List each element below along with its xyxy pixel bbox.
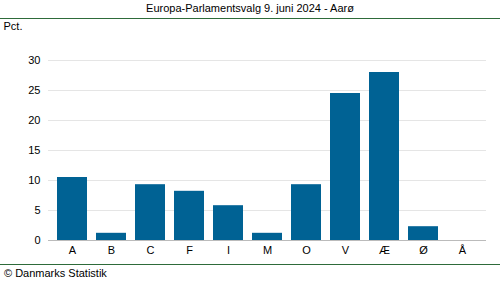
svg-text:10: 10 [28,174,40,186]
svg-text:20: 20 [28,114,40,126]
svg-text:V: V [342,244,350,256]
html-text:© Danmarks Statistik: © Danmarks Statistik [4,267,107,279]
svg-text:I: I [227,244,230,256]
svg-text:C: C [147,244,155,256]
svg-text:A: A [69,244,77,256]
svg-text:Æ: Æ [379,244,390,256]
svg-text:25: 25 [28,84,40,96]
svg-text:O: O [302,244,311,256]
svg-text:5: 5 [34,204,40,216]
html-text:Europa-Parlamentsvalg 9. juni: Europa-Parlamentsvalg 9. juni 2024 - Aar… [146,2,354,14]
svg-text:Pct.: Pct. [4,20,23,32]
svg-text:Ø: Ø [419,244,428,256]
svg-text:30: 30 [28,54,40,66]
svg-text:F: F [186,244,193,256]
svg-text:Å: Å [459,244,467,256]
svg-text:M: M [263,244,272,256]
svg-text:0: 0 [34,234,40,246]
svg-text:15: 15 [28,144,40,156]
svg-text:B: B [108,244,115,256]
